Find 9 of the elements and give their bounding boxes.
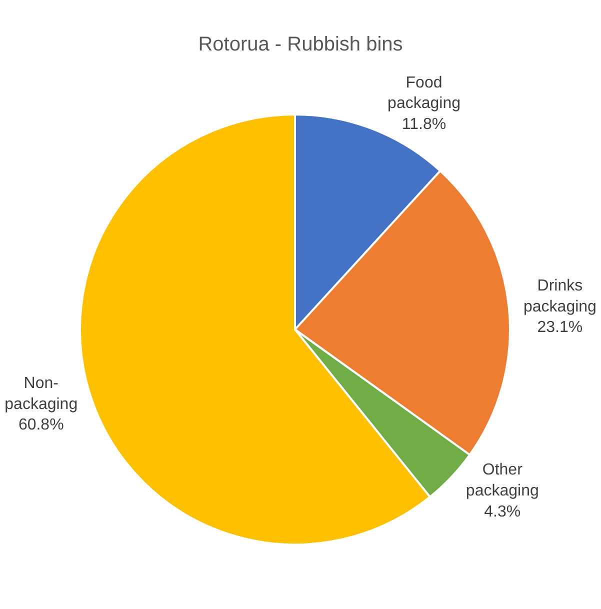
- slice-label: Non-packaging: [4, 375, 78, 413]
- data-label: 4.3%: [484, 503, 521, 520]
- data-label: 11.8%: [402, 116, 446, 133]
- slice-label: Other packaging: [466, 462, 539, 500]
- chart-title: Rotorua - Rubbish bins: [198, 34, 403, 56]
- slice-label: Drinks packaging: [523, 278, 596, 316]
- data-label: 60.8%: [18, 416, 64, 434]
- data-label: 23.1%: [537, 319, 583, 336]
- slice-label: Food packaging: [388, 74, 460, 112]
